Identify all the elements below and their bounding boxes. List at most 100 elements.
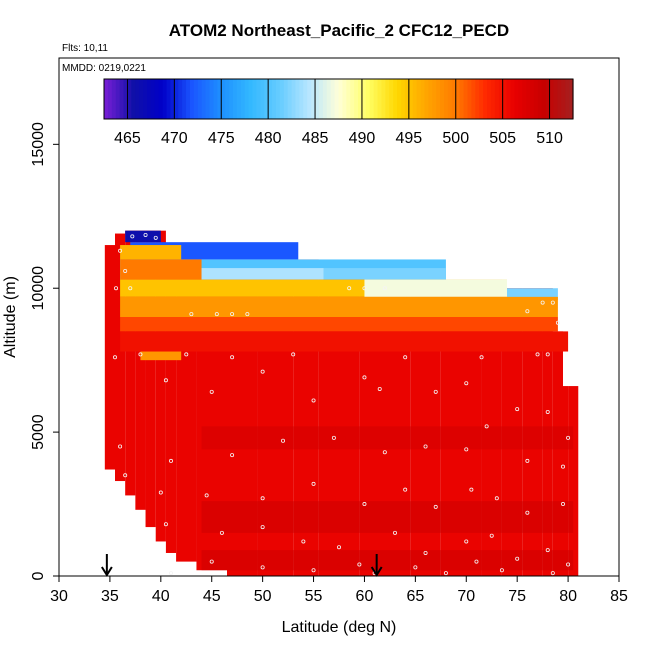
sample-point [204,493,209,498]
heatmap-band [201,426,574,450]
colorbar-segment [189,79,195,119]
heatmap-band [201,550,574,571]
y-axis: 0 5000 10000 15000 [30,122,59,580]
sample-point [184,352,189,357]
colorbar-tick-label: 490 [349,130,376,147]
colorbar-segment [123,79,129,119]
sample-point [561,502,566,507]
sample-point [311,568,316,573]
colorbar-tick-label: 495 [395,130,422,147]
sample-point [464,381,469,386]
colorbar-tick-label: 505 [489,130,516,147]
colorbar-segment [479,79,484,119]
colorbar-segment [498,79,504,119]
sample-point [362,375,367,380]
colorbar-segment [217,79,222,119]
sample-point [540,300,545,305]
sample-point [143,232,148,237]
flight-arrow-head [370,566,383,577]
colorbar-segment [530,79,535,119]
colorbar-segment [197,79,203,119]
sample-point [489,533,494,538]
colorbar-segment [569,79,574,119]
colorbar-segment [393,79,398,119]
y-tick-label: 0 [30,571,47,580]
colorbar-segment [502,79,508,119]
colorbar-tick-label: 485 [302,130,329,147]
heatmap-layer [201,268,324,280]
heatmap-layer [120,296,558,317]
colorbar-segment [307,79,312,119]
heatmap-column [568,386,579,576]
colorbar-segment [459,79,465,119]
colorbar-segment [404,79,410,119]
colorbar-segment [315,79,320,119]
sample-point [280,438,285,443]
x-tick-label: 40 [152,588,170,605]
sample-point [311,398,316,403]
colorbar-segment [104,79,109,119]
colorbar-segment [322,79,328,119]
heatmap-column [552,331,563,576]
sample-point [499,568,504,573]
sample-point [260,496,265,501]
sample-point [113,355,118,360]
colorbar-segment [385,79,390,119]
sample-point [423,550,428,555]
colorbar-segment [143,79,148,119]
sample-point [209,559,214,564]
colorbar-segment [170,79,175,119]
sample-point [291,352,296,357]
sample-point [535,352,540,357]
sample-point [260,525,265,530]
colorbar-segment [174,79,179,119]
colorbar-segment [557,79,562,119]
colorbar-segment [264,79,269,119]
colorbar-segment [107,79,113,119]
colorbar-segment [537,79,543,119]
sample-point [545,548,550,553]
x-tick-label: 75 [508,588,526,605]
colorbar-segment [463,79,469,119]
colorbar-segment [432,79,437,119]
heatmap-band [201,501,574,533]
sample-point [168,571,173,576]
x-tick-label: 80 [559,588,577,605]
colorbar-segment [334,79,340,119]
colorbar-segment [494,79,500,119]
colorbar-segment [193,79,199,119]
colorbar-tick-label: 475 [208,130,235,147]
y-tick-label: 10000 [30,266,47,311]
colorbar-segment [236,79,242,119]
sample-point [392,530,397,535]
plot-frame [58,57,620,577]
sample-point [163,378,168,383]
heatmap-column [104,245,115,470]
x-axis-label: Latitude (deg N) [282,619,397,636]
colorbar-segment [447,79,453,119]
colorbar-segment [381,79,386,119]
sample-point [230,453,235,458]
colorbar-segment [295,79,301,119]
colorbar-segment [115,79,121,119]
sample-point [118,248,123,253]
x-tick-label: 85 [610,588,628,605]
colorbar-segment [146,79,152,119]
colorbar-segment [225,79,230,119]
heatmap-layer [120,331,569,352]
colorbar-tick-label: 500 [442,130,469,147]
sample-point [484,424,489,429]
colorbar-segment [565,79,570,119]
colorbar-tick-label: 465 [114,130,141,147]
colorbar-segment [299,79,304,119]
colorbar-segment [350,79,355,119]
colorbar-segment [166,79,172,119]
colorbar-segment [475,79,480,119]
colorbar-segment [135,79,140,119]
heatmap-layer [120,259,202,280]
sample-point [311,481,316,486]
colorbar-segment [451,79,457,119]
colorbar-segment [275,79,281,119]
colorbar-segment [213,79,218,119]
